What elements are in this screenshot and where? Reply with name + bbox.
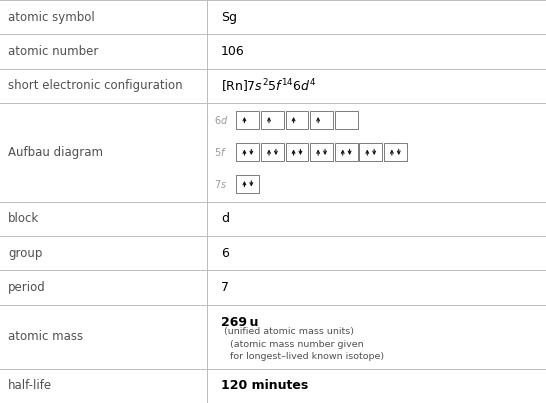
Bar [286,111,308,129]
Text: Sg: Sg [221,10,237,24]
Text: (unified atomic mass units)
  (atomic mass number given
  for longest–lived know: (unified atomic mass units) (atomic mass… [224,327,384,361]
Text: 6: 6 [221,247,229,260]
Text: $7s$: $7s$ [214,178,227,190]
Text: atomic symbol: atomic symbol [8,10,95,24]
Bar [359,143,382,161]
Bar [310,143,333,161]
Text: Aufbau diagram: Aufbau diagram [8,146,103,159]
Text: 120 minutes: 120 minutes [221,379,308,393]
Bar [236,175,259,193]
Bar [286,143,308,161]
Text: 106: 106 [221,45,245,58]
Bar [261,111,284,129]
Text: 7: 7 [221,281,229,294]
Text: d: d [221,212,229,225]
Text: $5f$: $5f$ [214,146,227,158]
Text: atomic number: atomic number [8,45,99,58]
Bar [261,143,284,161]
Bar [236,143,259,161]
Text: block: block [8,212,39,225]
Bar [384,143,407,161]
Bar [310,111,333,129]
Text: atomic mass: atomic mass [8,330,84,343]
Text: $\mathrm{[Rn]7}s^{\mathrm{2}}\mathrm{5}f^{\mathrm{14}}\mathrm{6}d^{\mathrm{4}}$: $\mathrm{[Rn]7}s^{\mathrm{2}}\mathrm{5}f… [221,77,317,95]
Bar [335,111,358,129]
Text: half-life: half-life [8,379,52,393]
Text: $6d$: $6d$ [214,114,228,126]
Text: period: period [8,281,46,294]
Text: group: group [8,247,43,260]
Bar [335,143,358,161]
Bar [236,111,259,129]
Text: 269 u: 269 u [221,316,258,329]
Text: short electronic configuration: short electronic configuration [8,79,183,92]
